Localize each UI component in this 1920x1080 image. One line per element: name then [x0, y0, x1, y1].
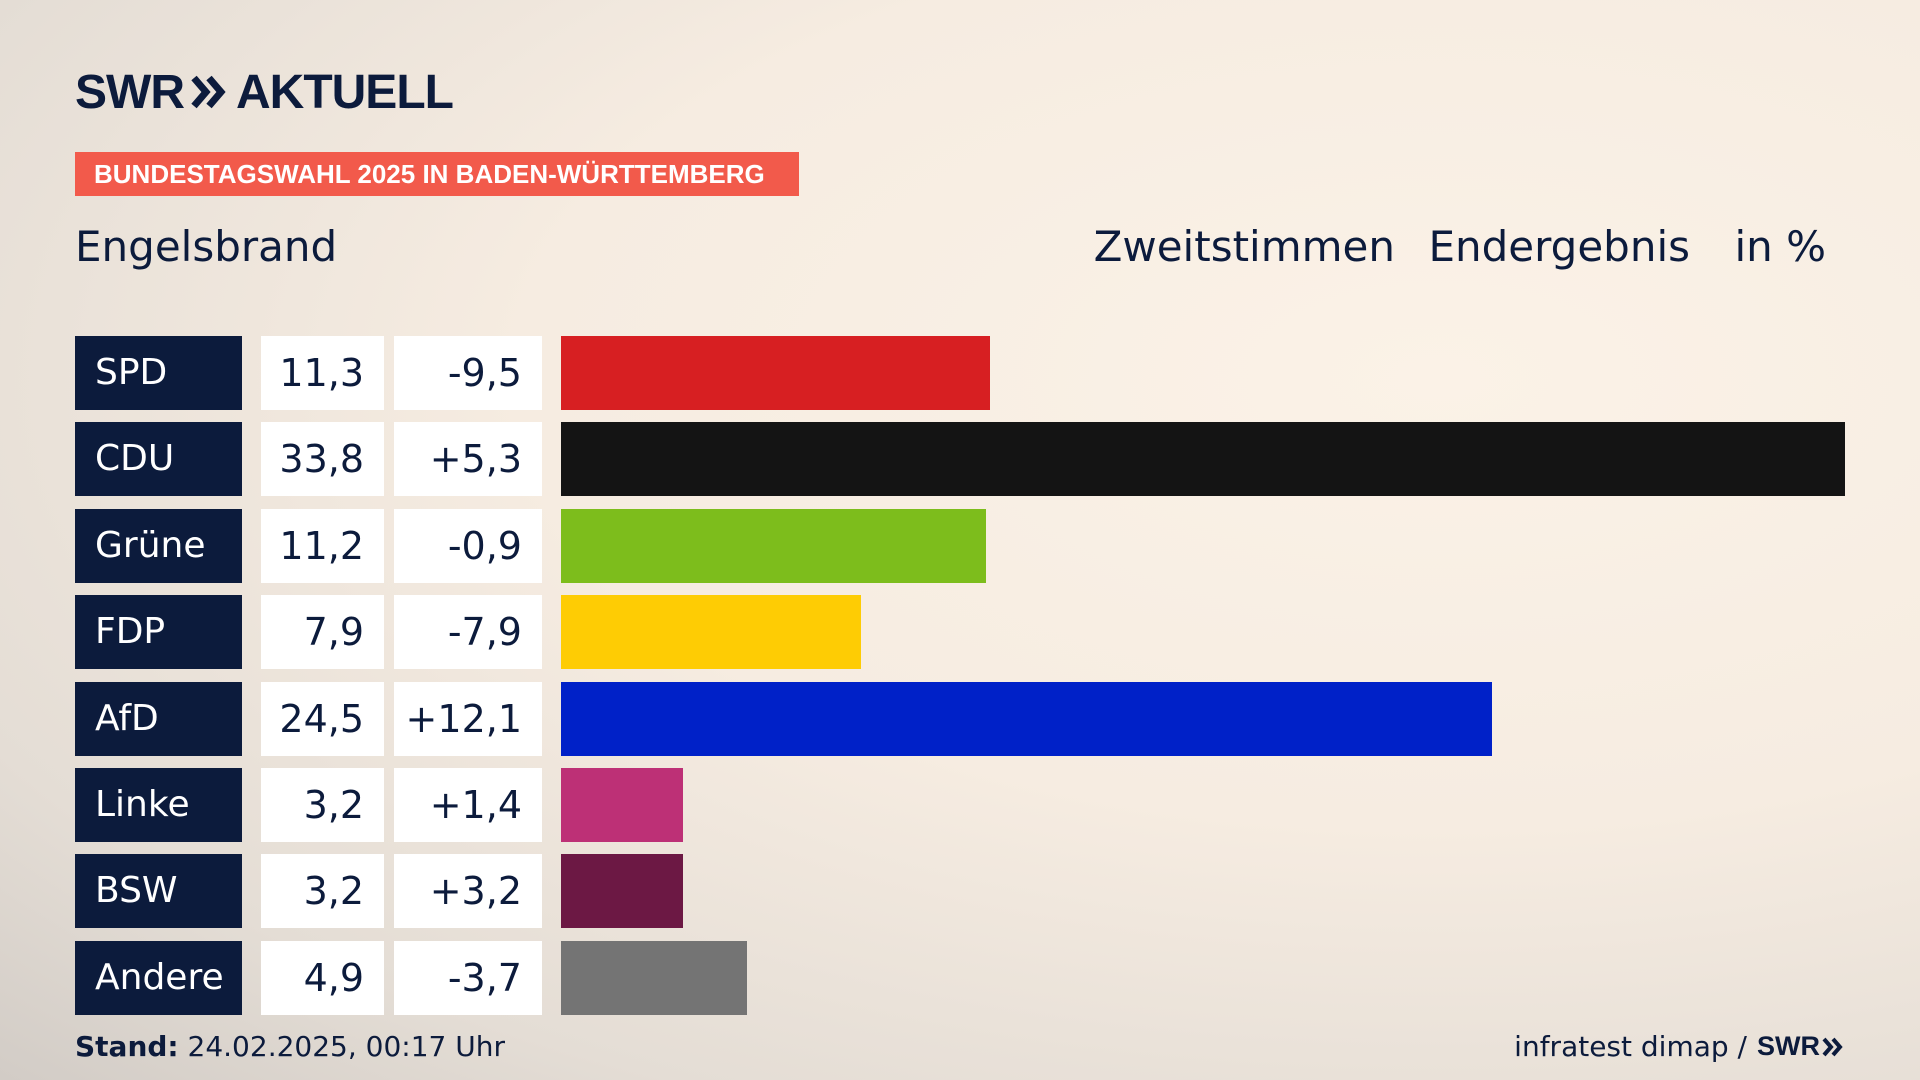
party-label: AfD — [75, 682, 242, 756]
vote-change: -3,7 — [394, 941, 542, 1015]
result-bar — [561, 509, 986, 583]
vote-share: 11,3 — [261, 336, 384, 410]
result-row: CDU 33,8 +5,3 — [0, 422, 1920, 496]
result-bar — [561, 595, 861, 669]
result-bar — [561, 941, 747, 1015]
double-chevron-icon — [190, 75, 226, 109]
party-label: BSW — [75, 854, 242, 928]
party-label: Andere — [75, 941, 242, 1015]
result-row: Grüne 11,2 -0,9 — [0, 509, 1920, 583]
vote-share: 4,9 — [261, 941, 384, 1015]
swr-aktuell-logo: SWR AKTUELL — [75, 64, 454, 120]
party-label: Linke — [75, 768, 242, 842]
vote-share: 3,2 — [261, 768, 384, 842]
result-bar — [561, 682, 1492, 756]
swr-small-logo: SWR — [1757, 1031, 1844, 1062]
vote-share: 3,2 — [261, 854, 384, 928]
result-bar — [561, 854, 683, 928]
logo-name: AKTUELL — [235, 65, 454, 119]
party-label: CDU — [75, 422, 242, 496]
result-row: SPD 11,3 -9,5 — [0, 336, 1920, 410]
vote-share: 7,9 — [261, 595, 384, 669]
result-row: Linke 3,2 +1,4 — [0, 768, 1920, 842]
result-bar — [561, 422, 1845, 496]
source-text: infratest dimap / — [1514, 1030, 1747, 1063]
small-double-chevron-icon — [1822, 1037, 1843, 1056]
vote-change: -7,9 — [394, 595, 542, 669]
result-bar — [561, 768, 683, 842]
party-label: SPD — [75, 336, 242, 410]
result-row: Andere 4,9 -3,7 — [0, 941, 1920, 1015]
vote-share: 33,8 — [261, 422, 384, 496]
source-credit: infratest dimap / SWR — [1514, 1030, 1844, 1063]
vote-change: +12,1 — [394, 682, 542, 756]
vote-share: 11,2 — [261, 509, 384, 583]
timestamp: Stand: 24.02.2025, 00:17 Uhr — [75, 1030, 505, 1063]
party-label: Grüne — [75, 509, 242, 583]
logo-brand: SWR — [75, 65, 185, 119]
place-title: Engelsbrand — [75, 222, 338, 271]
result-row: BSW 3,2 +3,2 — [0, 854, 1920, 928]
header-vote-type: Zweitstimmen — [1093, 222, 1395, 271]
vote-change: -9,5 — [394, 336, 542, 410]
header-status: Endergebnis — [1428, 222, 1690, 271]
stand-label: Stand: — [75, 1030, 179, 1063]
vote-change: -0,9 — [394, 509, 542, 583]
stand-value: 24.02.2025, 00:17 Uhr — [187, 1030, 505, 1063]
header-unit: in % — [1734, 222, 1826, 271]
result-bar — [561, 336, 990, 410]
vote-change: +3,2 — [394, 854, 542, 928]
vote-change: +1,4 — [394, 768, 542, 842]
result-row: FDP 7,9 -7,9 — [0, 595, 1920, 669]
election-banner: BUNDESTAGSWAHL 2025 IN BADEN-WÜRTTEMBERG — [75, 152, 799, 196]
swr-small-brand: SWR — [1757, 1031, 1820, 1061]
result-row: AfD 24,5 +12,1 — [0, 682, 1920, 756]
vote-change: +5,3 — [394, 422, 542, 496]
vote-share: 24,5 — [261, 682, 384, 756]
party-label: FDP — [75, 595, 242, 669]
